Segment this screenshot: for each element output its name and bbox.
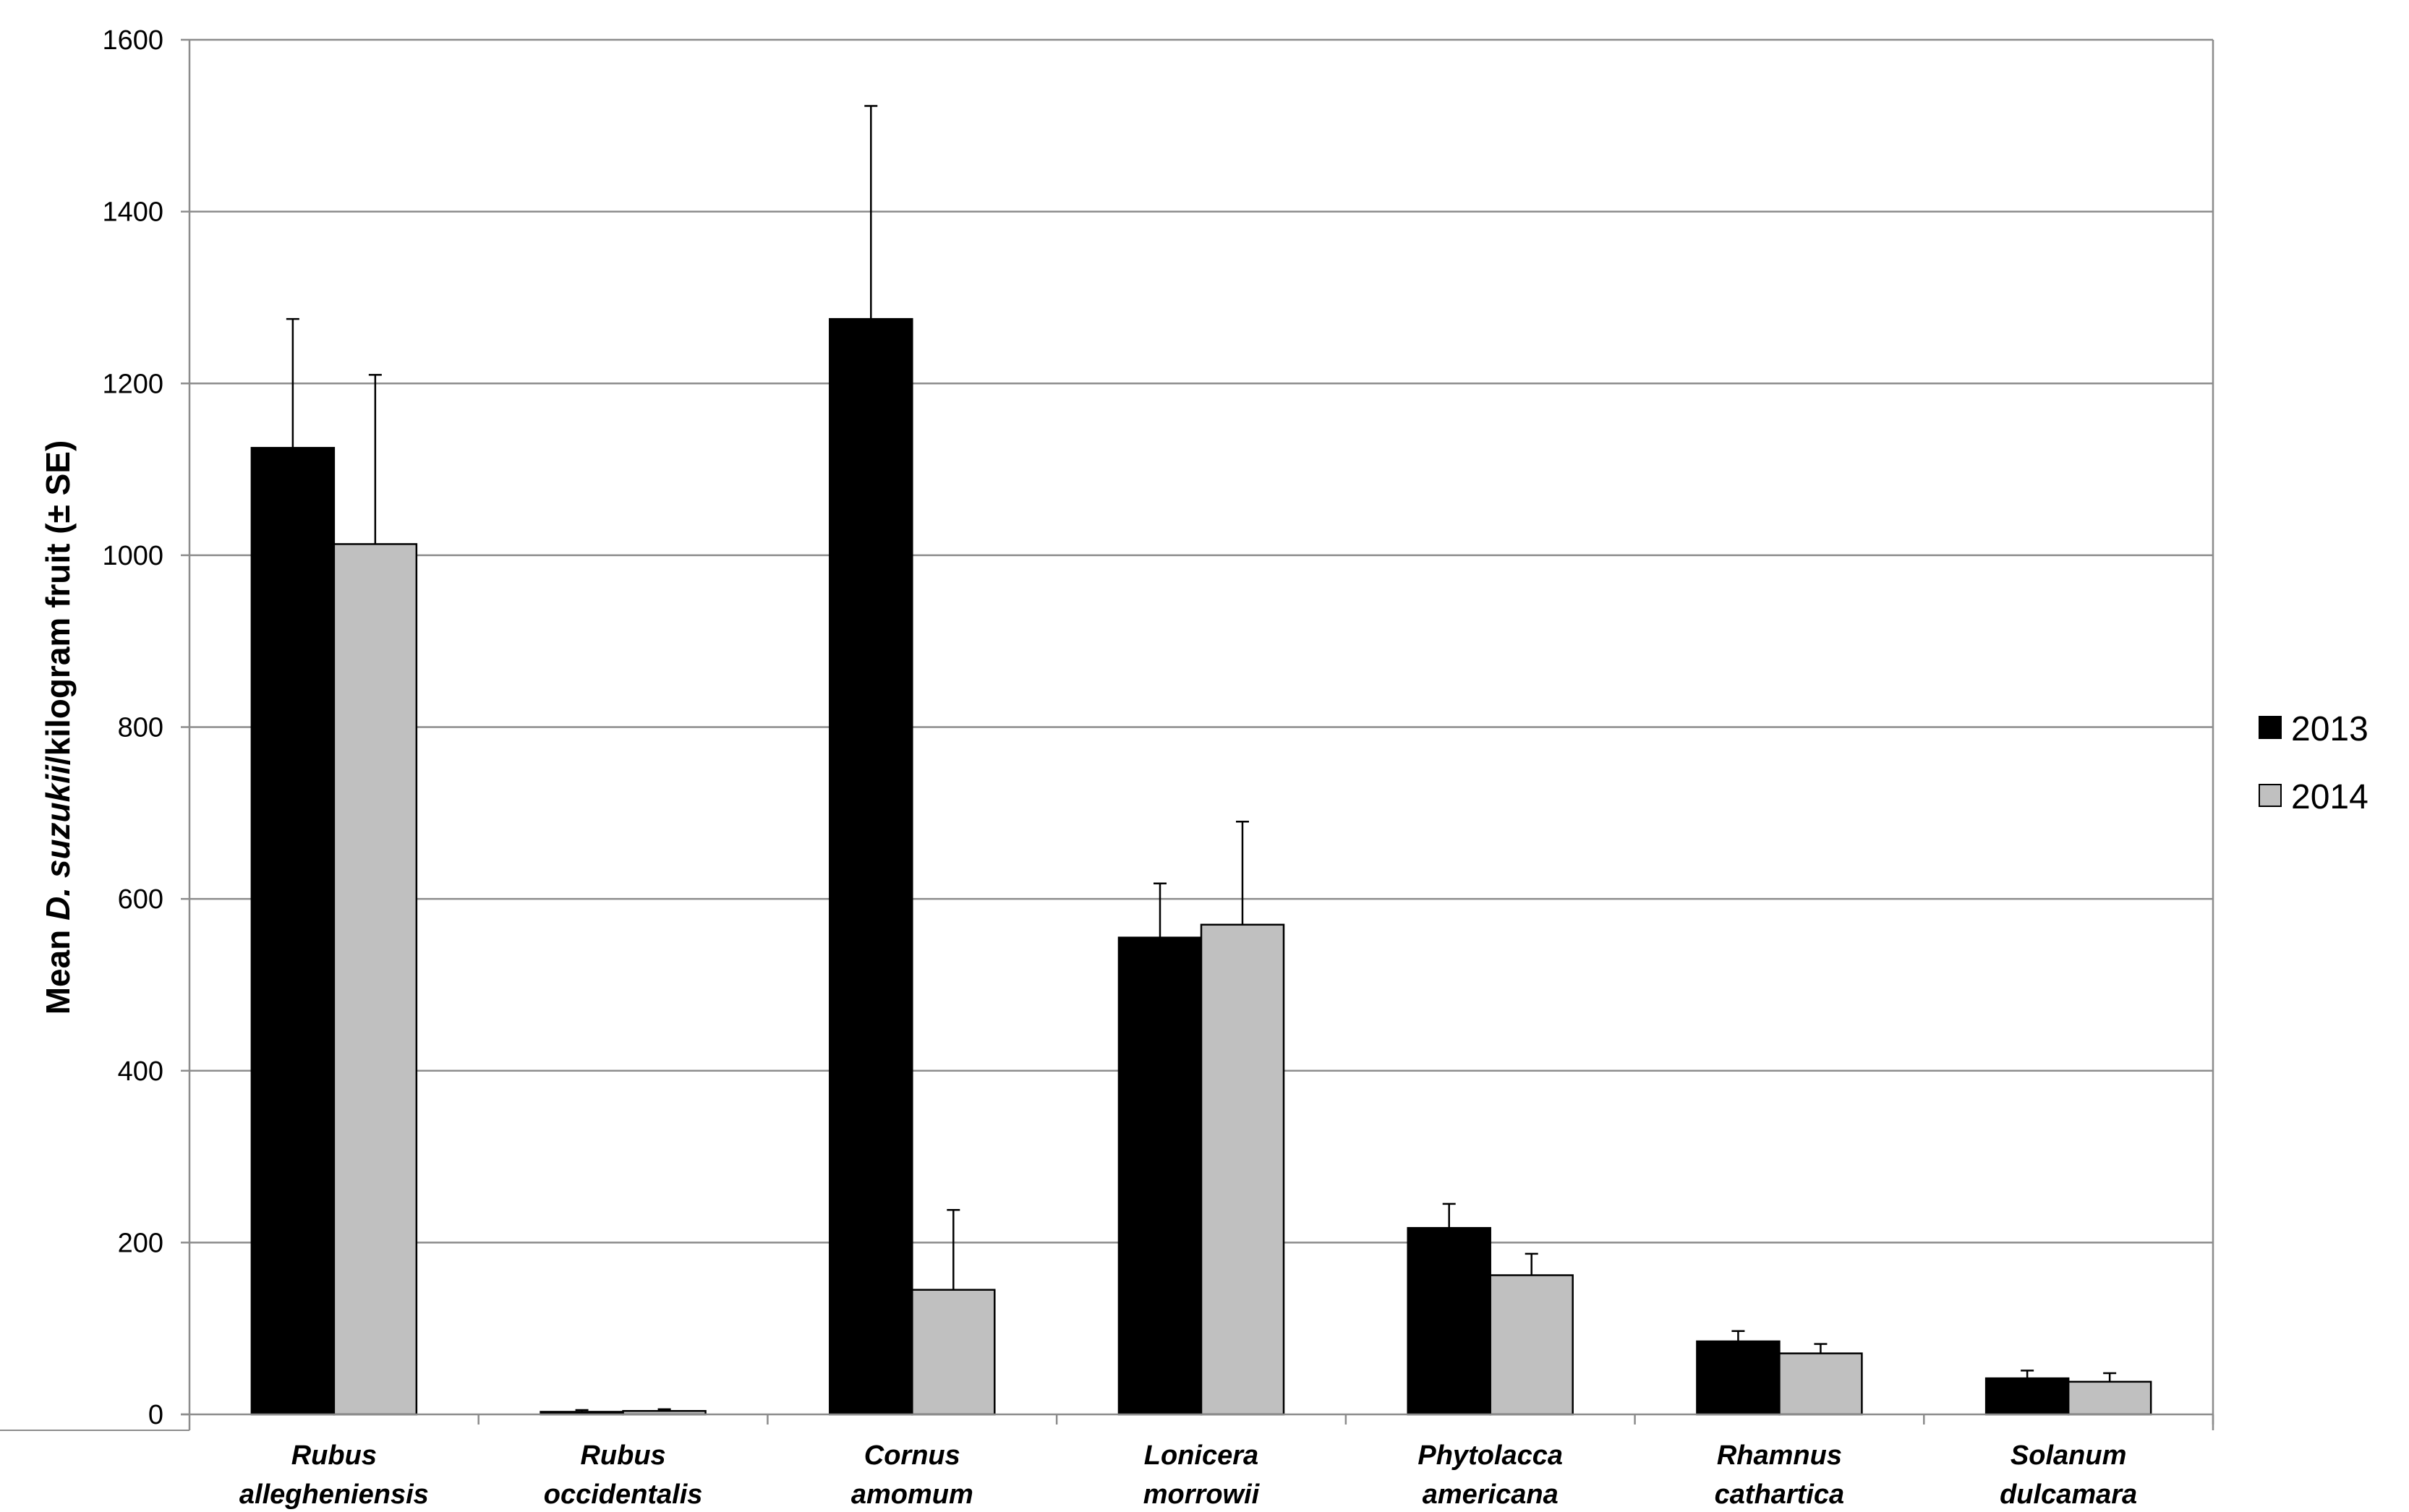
y-tick-label: 1200 [102,369,163,399]
bar-2014-4 [1489,1274,1574,1416]
bar-2013-4 [1407,1226,1491,1416]
legend: 2013 2014 [2259,710,2369,816]
y-axis-title: Mean D. suzukii/kilogram fruit (± SE) [39,440,77,1015]
y-tick-label: 600 [118,884,163,915]
bar-2014-6 [2067,1380,2152,1416]
bar-2013-2 [829,317,913,1416]
x-category-label: Rubus allegheniensis [239,1440,429,1510]
y-tick-label: 1000 [102,541,163,571]
bar-2014-3 [1200,923,1285,1416]
y-tick-label: 800 [118,713,163,743]
axis-labels: 0 200 400 600 800 1000 1200 1400 1600 Rubus allegh… [39,25,2137,1510]
x-category-label: Phytolacca americana [1417,1440,1563,1510]
legend-label-2014: 2014 [2291,778,2369,816]
legend-swatch-2014 [2259,784,2282,807]
bar-2013-5 [1696,1340,1781,1416]
legend-swatch-2013 [2259,716,2282,739]
bar-2014-5 [1778,1352,1863,1416]
bar-2014-2 [911,1289,996,1416]
bar-2013-6 [1984,1377,2070,1416]
bar-2013-3 [1117,936,1203,1416]
y-tick-label: 400 [118,1056,163,1087]
x-category-label: Solanum dulcamara [2000,1440,2137,1510]
y-tick-label: 200 [118,1228,163,1258]
bar-2014-0 [333,543,418,1416]
x-category-label: Rubus occidentalis [544,1440,703,1510]
legend-label-2013: 2013 [2291,710,2369,748]
gridlines [189,38,2213,1244]
x-category-label: Cornus amomum [851,1440,973,1510]
y-tick-label: 1600 [102,25,163,56]
x-category-label: Lonicera morrowii [1143,1440,1261,1510]
y-tick-label: 1400 [102,197,163,228]
y-tick-label: 0 [148,1400,163,1430]
bar-2013-0 [250,447,336,1416]
bars [250,105,2152,1416]
x-category-label: Rhamnus cathartica [1715,1440,1845,1510]
axes [0,38,2214,1431]
